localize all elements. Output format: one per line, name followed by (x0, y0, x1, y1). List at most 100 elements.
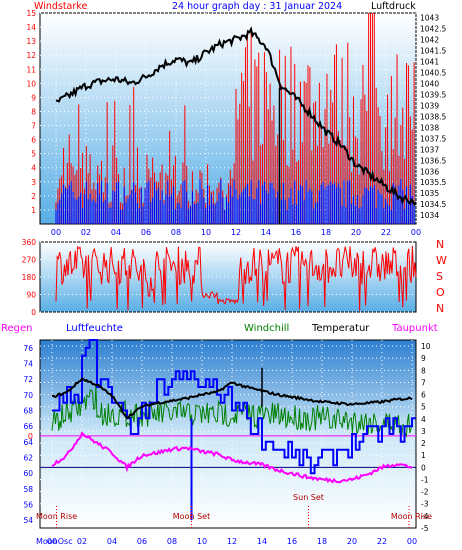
top-right-axis-label: Luftdruck (371, 1, 416, 12)
direction-compass-label: N (436, 302, 444, 315)
temperature-tick-label: 9 (421, 354, 426, 363)
top-left-tick-label: 15 (26, 9, 36, 18)
sun-moon-annotation: Sun Set (293, 493, 324, 502)
bottom-x-tick-label: 10 (197, 537, 207, 546)
top-left-tick-label: 6 (31, 136, 36, 145)
top-left-tick-label: 14 (26, 23, 36, 32)
bottom-x-tick-label: 00 (47, 537, 57, 546)
bottom-x-tick-label: 22 (377, 537, 387, 546)
bottom-x-tick-label: 00 (407, 537, 417, 546)
top-right-tick-label: 1034.5 (420, 200, 446, 209)
humidity-tick-label: 70 (23, 391, 33, 400)
top-left-tick-label: 13 (26, 37, 36, 46)
humidity-line (52, 339, 416, 475)
top-left-tick-label: 4 (31, 164, 36, 173)
bottom-legend-item: Taupunkt (391, 323, 438, 334)
temperature-tick-label: 0 (421, 463, 426, 472)
top-x-tick-label: 18 (321, 228, 331, 237)
humidity-tick-label: 68 (23, 407, 33, 416)
temperature-tick-label: -1 (421, 475, 429, 484)
wind-direction-line (55, 245, 417, 311)
top-x-tick-label: 00 (411, 228, 421, 237)
direction-tick-label: 180 (22, 273, 37, 282)
rain-zero-label: 0 (28, 432, 33, 441)
temperature-tick-label: 3 (421, 427, 426, 436)
bottom-legend-item: Regen (1, 323, 33, 334)
temperature-tick-label: 10 (421, 342, 431, 351)
top-right-tick-label: 1038 (420, 123, 439, 132)
top-right-tick-label: 1036.5 (420, 156, 446, 165)
direction-compass-label: N (436, 238, 444, 251)
top-left-tick-label: 5 (31, 150, 36, 159)
temperature-tick-label: -4 (421, 512, 429, 521)
top-right-tick-label: 1036 (420, 167, 439, 176)
bottom-legend-item: Windchill (244, 323, 289, 334)
sun-moon-annotation: Moon Set (173, 512, 210, 521)
top-right-tick-label: 1042 (420, 35, 439, 44)
top-x-tick-label: 20 (351, 228, 361, 237)
top-x-tick-label: 08 (171, 228, 181, 237)
direction-tick-label: 90 (26, 291, 36, 300)
temperature-tick-label: -5 (421, 524, 429, 533)
humidity-tick-label: 58 (23, 485, 33, 494)
top-title: 24 hour graph day : 31 Januar 2024 (172, 1, 342, 12)
temperature-tick-label: 2 (421, 439, 426, 448)
humidity-tick-label: 72 (23, 375, 33, 384)
top-x-tick-label: 04 (111, 228, 121, 237)
direction-tick-label: 270 (22, 256, 37, 265)
dewpoint-line (51, 431, 413, 484)
bottom-x-tick-label: 04 (107, 537, 117, 546)
bottom-x-tick-label: 14 (257, 537, 267, 546)
temperature-tick-label: -3 (421, 500, 429, 509)
top-x-tick-label: 16 (291, 228, 301, 237)
bottom-x-tick-label: 20 (347, 537, 357, 546)
top-left-tick-label: 2 (31, 192, 36, 201)
temperature-tick-label: 6 (421, 391, 426, 400)
temperature-tick-label: 8 (421, 366, 426, 375)
top-left-axis-label: Windstarke (34, 1, 87, 12)
bottom-x-tick-label: 16 (287, 537, 297, 546)
top-left-tick-label: 7 (31, 122, 36, 131)
top-left-tick-label: 10 (26, 79, 36, 88)
humidity-tick-label: 74 (23, 360, 33, 369)
bottom-legend-item: Temperatur (311, 323, 370, 334)
top-left-tick-label: 12 (26, 51, 36, 60)
top-left-tick-label: 9 (31, 93, 36, 102)
temperature-tick-label: 1 (421, 451, 426, 460)
humidity-tick-label: 76 (23, 344, 33, 353)
top-x-tick-label: 12 (231, 228, 241, 237)
temperature-tick-label: 4 (421, 415, 426, 424)
top-x-tick-label: 22 (381, 228, 391, 237)
top-right-tick-label: 1042.5 (420, 24, 446, 33)
direction-compass-label: S (436, 270, 443, 283)
top-x-tick-label: 10 (201, 228, 211, 237)
top-left-tick-label: 3 (31, 178, 36, 187)
humidity-tick-label: 66 (23, 422, 33, 431)
top-right-tick-label: 1040 (420, 79, 439, 88)
top-x-tick-label: 06 (141, 228, 151, 237)
bottom-x-tick-label: 06 (137, 537, 147, 546)
top-right-tick-label: 1037.5 (420, 134, 446, 143)
humidity-tick-label: 56 (23, 501, 33, 510)
direction-compass-label: W (436, 254, 447, 267)
windchill-line (51, 384, 413, 438)
top-right-tick-label: 1043 (420, 13, 439, 22)
sun-moon-annotation: Moon Rise (36, 512, 77, 521)
humidity-tick-label: 64 (23, 438, 33, 447)
direction-tick-label: 0 (31, 308, 36, 317)
top-right-tick-label: 1035 (420, 189, 439, 198)
humidity-tick-label: 62 (23, 454, 33, 463)
top-left-tick-label: 11 (26, 65, 36, 74)
moon-osc-label: MoonOsc (36, 537, 73, 546)
humidity-tick-label: 60 (23, 469, 33, 478)
temperature-tick-label: -2 (421, 488, 429, 497)
bottom-legend-item: Luftfeuchte (66, 323, 123, 334)
temperature-line (51, 377, 413, 420)
bottom-x-tick-label: 12 (227, 537, 237, 546)
bottom-x-tick-label: 18 (317, 537, 327, 546)
top-x-tick-label: 02 (81, 228, 91, 237)
top-right-tick-label: 1040.5 (420, 68, 446, 77)
bottom-x-tick-label: 02 (77, 537, 87, 546)
